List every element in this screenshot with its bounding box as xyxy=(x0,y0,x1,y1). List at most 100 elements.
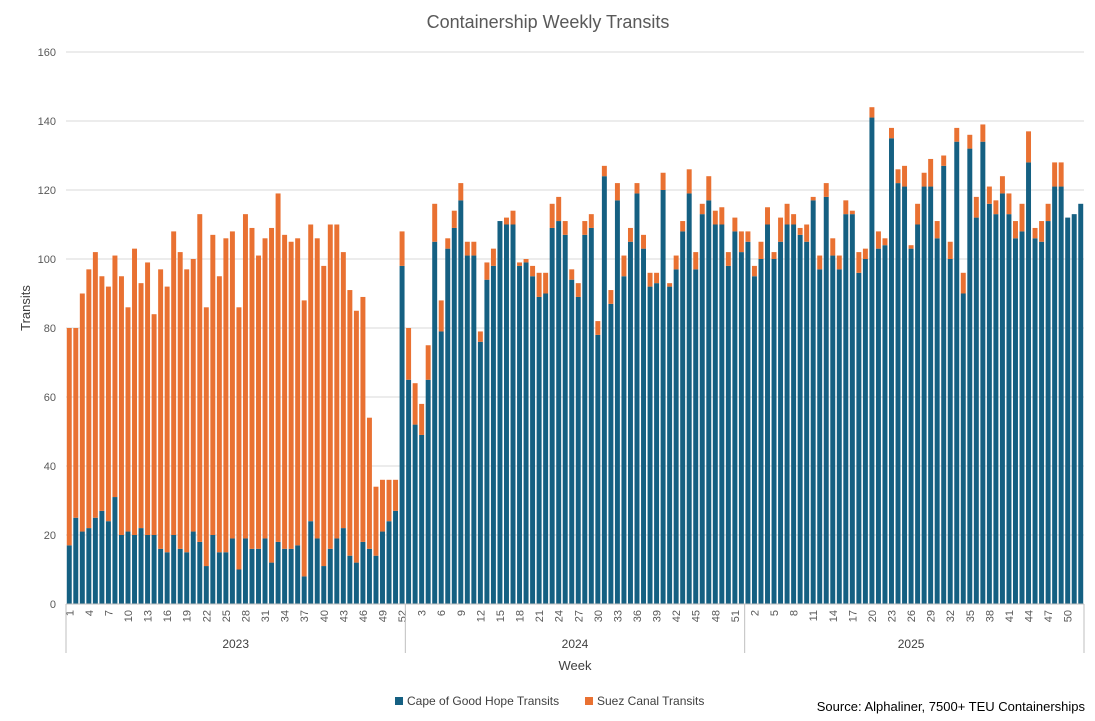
bar-suez xyxy=(732,217,738,232)
bar-cape xyxy=(921,186,927,605)
y-tick-label: 0 xyxy=(50,599,56,611)
bar-cape xyxy=(719,224,725,604)
bar-suez xyxy=(184,269,190,553)
bar-cape xyxy=(654,283,660,604)
x-tick-label: 24 xyxy=(554,610,566,622)
bar-suez xyxy=(614,183,620,201)
bar-cape xyxy=(445,248,451,604)
x-tick-label: 46 xyxy=(358,610,370,622)
bar-cape xyxy=(105,521,111,604)
bar-cape xyxy=(771,259,777,604)
bar-cape xyxy=(138,528,144,604)
x-tick-label: 29 xyxy=(926,610,938,622)
bar-suez xyxy=(419,403,425,435)
bar-suez xyxy=(569,269,575,280)
bar-suez xyxy=(849,210,855,215)
x-tick-label: 50 xyxy=(1063,610,1075,622)
x-tick-label: 11 xyxy=(808,610,820,621)
bar-cape xyxy=(902,186,908,605)
bar-cape xyxy=(347,555,353,604)
bar-cape xyxy=(791,224,797,604)
bar-suez xyxy=(797,227,803,235)
bar-cape xyxy=(334,538,340,604)
bar-suez xyxy=(1013,221,1018,239)
x-tick-label: 19 xyxy=(182,610,194,622)
bar-cape xyxy=(980,141,986,604)
bar-cape xyxy=(242,538,248,604)
bar-cape xyxy=(947,259,953,604)
bar-suez xyxy=(875,231,881,249)
x-tick-label: 34 xyxy=(280,610,292,622)
bar-suez xyxy=(171,231,177,535)
bar-suez xyxy=(321,265,327,567)
bar-suez xyxy=(223,238,229,553)
bar-suez xyxy=(843,200,849,215)
bar-suez xyxy=(1058,162,1064,187)
bar-cape xyxy=(745,241,751,604)
bar-suez xyxy=(432,203,438,242)
bar-suez xyxy=(575,283,581,297)
bar-suez xyxy=(510,210,516,225)
bar-suez xyxy=(588,214,594,228)
bar-cape xyxy=(125,531,131,604)
bar-suez xyxy=(601,165,607,177)
x-tick-label: 25 xyxy=(221,610,233,622)
bar-cape xyxy=(451,227,457,604)
x-tick-label: 22 xyxy=(201,610,213,622)
bar-suez xyxy=(1026,131,1032,163)
bar-suez xyxy=(92,252,98,518)
legend: Cape of Good Hope Transits Suez Canal Tr… xyxy=(395,694,704,708)
bar-suez xyxy=(634,183,640,194)
legend-label-suez: Suez Canal Transits xyxy=(597,694,704,708)
bar-suez xyxy=(706,176,712,201)
bar-cape xyxy=(412,424,418,604)
bar-cape xyxy=(262,538,268,604)
bar-suez xyxy=(1019,203,1025,232)
bar-suez xyxy=(549,203,555,228)
x-tick-label: 16 xyxy=(162,610,174,622)
x-tick-label: 14 xyxy=(828,610,840,622)
bar-cape xyxy=(73,517,79,604)
bar-cape xyxy=(210,535,216,604)
bar-suez xyxy=(1032,227,1038,239)
bar-suez xyxy=(425,345,431,380)
x-tick-label: 36 xyxy=(632,610,644,622)
bar-cape xyxy=(497,221,503,605)
x-tick-label: 1 xyxy=(64,610,76,616)
x-tick-label: 48 xyxy=(710,610,722,622)
x-tick-label: 47 xyxy=(1043,610,1055,622)
bar-cape xyxy=(667,286,673,604)
x-tick-label: 49 xyxy=(377,610,389,622)
bar-cape xyxy=(393,510,399,604)
bar-suez xyxy=(536,272,542,297)
bar-cape xyxy=(627,241,633,604)
bar-suez xyxy=(386,479,392,522)
bar-cape xyxy=(92,517,98,604)
bar-suez xyxy=(458,183,464,201)
bar-suez xyxy=(973,196,979,218)
legend-swatch-cape xyxy=(395,697,403,705)
bar-suez xyxy=(869,107,875,118)
bar-cape xyxy=(999,193,1005,604)
bar-suez xyxy=(269,227,275,563)
x-tick-label: 20 xyxy=(867,610,879,622)
bar-suez xyxy=(490,248,496,266)
bar-cape xyxy=(556,221,562,605)
x-tick-label: 8 xyxy=(789,610,801,616)
bar-suez xyxy=(399,231,405,266)
bar-suez xyxy=(308,224,314,522)
x-tick-label: 26 xyxy=(906,610,918,622)
bar-suez xyxy=(373,486,379,556)
bar-cape xyxy=(954,141,960,604)
bar-cape xyxy=(1052,186,1058,605)
bar-suez xyxy=(158,269,164,549)
x-tick-label: 7 xyxy=(103,610,115,616)
bar-cape xyxy=(908,248,914,604)
bar-cape xyxy=(132,535,137,604)
x-tick-label: 3 xyxy=(417,610,429,616)
legend-label-cape: Cape of Good Hope Transits xyxy=(407,694,559,708)
x-tick-label: 21 xyxy=(534,610,546,622)
bar-cape xyxy=(915,224,921,604)
bar-suez xyxy=(954,127,960,142)
